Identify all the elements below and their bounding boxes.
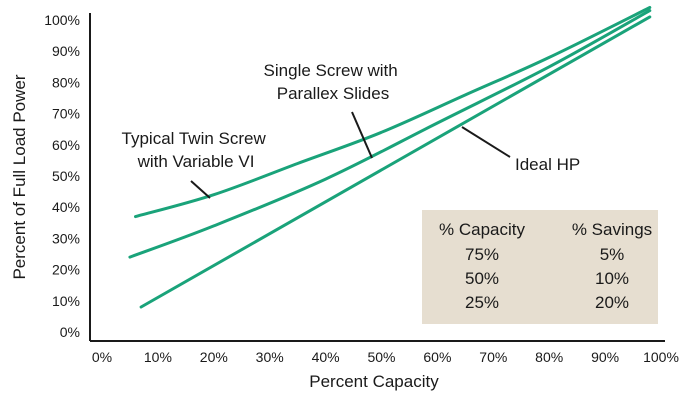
- annotation-line: Typical Twin Screw: [122, 129, 267, 148]
- table-cell-savings: 5%: [600, 245, 625, 264]
- y-tick-label: 90%: [52, 43, 80, 59]
- x-tick-label: 0%: [92, 349, 112, 365]
- x-tick-label: 50%: [367, 349, 395, 365]
- annotation-line: with Variable VI: [137, 152, 255, 171]
- leader-line-twin-screw: [190, 180, 211, 199]
- annotation-line: Single Screw with: [264, 61, 398, 80]
- series-line: [128, 9, 652, 259]
- x-tick-label: 40%: [312, 349, 340, 365]
- x-tick-label: 60%: [423, 349, 451, 365]
- annotations: Typical Twin Screw with Variable VI Sing…: [122, 61, 580, 199]
- x-axis-title: Percent Capacity: [309, 372, 439, 391]
- series-line: [139, 15, 652, 309]
- annotation-line: Ideal HP: [515, 155, 580, 174]
- x-tick-label: 10%: [144, 349, 172, 365]
- annotation-twin-screw: Typical Twin Screw with Variable VI: [122, 129, 271, 171]
- table-cell-capacity: 75%: [465, 245, 499, 264]
- y-tick-label: 100%: [44, 12, 80, 28]
- y-tick-labels: 0% 10% 20% 30% 40% 50% 60% 70% 80% 90% 100%: [44, 12, 80, 340]
- x-tick-label: 20%: [200, 349, 228, 365]
- y-tick-label: 60%: [52, 137, 80, 153]
- table-cell-savings: 20%: [595, 293, 629, 312]
- y-tick-label: 20%: [52, 262, 80, 278]
- x-tick-label: 90%: [591, 349, 619, 365]
- y-tick-label: 70%: [52, 106, 80, 122]
- table-header-capacity: % Capacity: [439, 220, 525, 239]
- x-tick-label: 30%: [256, 349, 284, 365]
- y-tick-label: 0%: [60, 324, 80, 340]
- y-tick-label: 80%: [52, 74, 80, 90]
- series-line: [134, 6, 652, 219]
- x-tick-labels: 0% 10% 20% 30% 40% 50% 60% 70% 80% 90% 100%: [92, 349, 679, 365]
- series-lines: [128, 6, 652, 309]
- x-tick-label: 70%: [479, 349, 507, 365]
- table-header-savings: % Savings: [572, 220, 652, 239]
- annotation-single-screw: Single Screw with Parallex Slides: [264, 61, 403, 103]
- y-tick-label: 30%: [52, 230, 80, 246]
- x-tick-label: 80%: [535, 349, 563, 365]
- axes: [89, 13, 665, 342]
- y-tick-label: 40%: [52, 199, 80, 215]
- capacity-savings-table: % Capacity % Savings 75% 5% 50% 10% 25% …: [422, 210, 658, 324]
- annotation-line: Parallex Slides: [277, 84, 389, 103]
- leader-line-ideal-hp: [461, 126, 511, 158]
- y-axis-title: Percent of Full Load Power: [10, 74, 29, 279]
- y-tick-label: 10%: [52, 293, 80, 309]
- table-cell-capacity: 50%: [465, 269, 499, 288]
- table-cell-capacity: 25%: [465, 293, 499, 312]
- table-cell-savings: 10%: [595, 269, 629, 288]
- annotation-ideal-hp: Ideal HP: [515, 155, 580, 174]
- y-tick-label: 50%: [52, 168, 80, 184]
- x-tick-label: 100%: [643, 349, 679, 365]
- table-background: [422, 210, 658, 324]
- leader-line-single-screw: [351, 111, 373, 159]
